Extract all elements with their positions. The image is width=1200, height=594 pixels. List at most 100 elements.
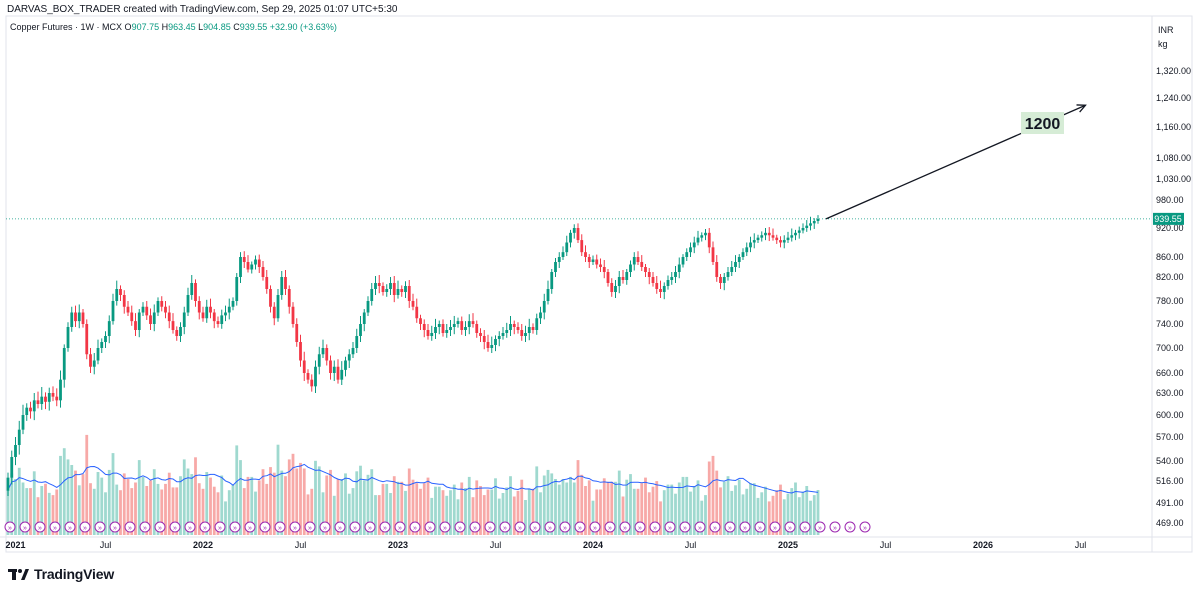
- volume-bar: [767, 501, 771, 535]
- candle-body: [92, 360, 96, 367]
- candle-body: [550, 272, 554, 289]
- candle-body: [752, 240, 756, 243]
- volume-bar: [659, 501, 662, 535]
- event-marker-glyph: »: [773, 525, 777, 532]
- price-tick-label: 491.00: [1156, 498, 1184, 508]
- volume-bar: [460, 482, 464, 535]
- event-marker-glyph: »: [8, 525, 12, 532]
- candle-body: [516, 327, 520, 330]
- candle-body: [580, 240, 584, 253]
- candle-body: [452, 324, 456, 327]
- candle-body: [726, 272, 730, 277]
- volume-bar: [524, 500, 527, 535]
- event-marker: [574, 521, 586, 533]
- volume-bar: [674, 493, 677, 535]
- volume-bar: [700, 500, 704, 535]
- event-marker-glyph: »: [563, 525, 567, 532]
- event-marker: [844, 521, 856, 533]
- candle-body: [385, 289, 389, 292]
- candle-body: [535, 318, 539, 330]
- volume-bar: [272, 472, 276, 535]
- candle-body: [276, 295, 280, 319]
- candle-body: [119, 289, 122, 295]
- volume-bar: [595, 489, 599, 535]
- volume-bar: [737, 479, 741, 535]
- time-tick-label: 2023: [388, 540, 408, 550]
- price-tick-label: 1,080.00: [1156, 153, 1191, 163]
- event-marker: [124, 521, 136, 533]
- candle-body: [51, 393, 55, 397]
- unit-label: kg: [1158, 39, 1168, 49]
- volume-bar: [115, 484, 119, 535]
- candle-body: [340, 369, 344, 380]
- volume-bar: [231, 484, 235, 535]
- volume-bar: [516, 490, 520, 535]
- candle-body: [456, 321, 460, 324]
- candle-body: [44, 396, 47, 402]
- volume-bar: [284, 476, 287, 535]
- event-marker: [49, 521, 61, 533]
- event-marker: [814, 521, 826, 533]
- candle-body: [55, 396, 59, 401]
- candle-body: [254, 259, 257, 265]
- open-value: 907.75: [131, 22, 160, 32]
- price-tick-label: 920.00: [1156, 223, 1184, 233]
- event-marker-glyph: »: [143, 525, 147, 532]
- time-tick-label: 2026: [973, 540, 993, 550]
- candle-body: [6, 477, 10, 491]
- volume-bar: [614, 481, 617, 535]
- event-marker: [79, 521, 91, 533]
- event-marker: [334, 521, 346, 533]
- candle-body: [366, 301, 370, 313]
- candle-body: [141, 306, 145, 313]
- volume-bar: [411, 479, 415, 535]
- candle-body: [205, 306, 209, 319]
- volume-bar: [107, 469, 111, 535]
- volume-bar: [340, 479, 344, 535]
- event-marker-glyph: »: [848, 525, 852, 532]
- candle-body: [96, 348, 100, 361]
- volume-bar: [591, 500, 595, 535]
- event-marker-glyph: »: [518, 525, 522, 532]
- candle-body: [707, 232, 711, 248]
- volume-bar: [610, 481, 614, 535]
- target-label-bg: [1021, 112, 1064, 134]
- candle-body: [602, 267, 606, 272]
- volume-bar: [505, 487, 509, 535]
- volume-bar: [85, 434, 89, 535]
- volume-bar: [662, 490, 666, 535]
- volume-bar: [580, 474, 584, 535]
- event-marker-glyph: »: [578, 525, 582, 532]
- event-marker-glyph: »: [308, 525, 312, 532]
- event-marker-glyph: »: [278, 525, 282, 532]
- volume-bar: [561, 479, 565, 535]
- candle-body: [501, 333, 505, 336]
- volume-bar: [29, 488, 32, 535]
- volume-bar: [617, 470, 621, 535]
- symbol-label[interactable]: Copper Futures · 1W · MCX: [10, 22, 123, 32]
- volume-bar: [666, 484, 670, 535]
- event-marker-glyph: »: [158, 525, 162, 532]
- candle-body: [164, 306, 167, 313]
- volume-bar: [55, 489, 59, 535]
- candle-body: [314, 366, 317, 387]
- volume-bar: [677, 482, 681, 535]
- volume-bar: [651, 486, 655, 535]
- candle-body: [261, 267, 265, 277]
- candle-body: [160, 301, 164, 307]
- volume-bar: [692, 486, 696, 535]
- candle-body: [629, 264, 632, 272]
- candle-body: [696, 237, 700, 243]
- candle-body: [231, 301, 235, 307]
- volume-bar: [509, 476, 512, 535]
- brand[interactable]: TradingView: [8, 566, 114, 582]
- candle-body: [767, 232, 771, 236]
- volume-bar: [606, 481, 610, 535]
- target-arrow-head: [1076, 104, 1087, 113]
- event-marker: [319, 521, 331, 533]
- candle-body: [362, 312, 366, 324]
- candle-body: [715, 262, 719, 277]
- event-marker: [604, 521, 616, 533]
- close-label: C: [233, 22, 240, 32]
